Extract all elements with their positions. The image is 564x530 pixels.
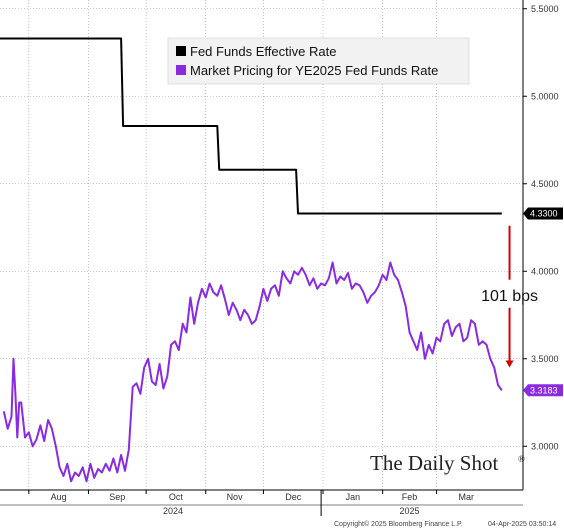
x-month-label: Nov: [227, 492, 244, 502]
x-month-label: Sep: [109, 492, 125, 502]
annotation-text-101-bps: 101 bps: [481, 288, 538, 305]
footer-copyright: Copyright© 2025 Bloomberg Finance L.P.: [334, 520, 463, 528]
y-tick-label: 3.5000: [531, 354, 559, 364]
last-value-tag-box: [523, 384, 563, 397]
last-value-tag-label: 3.3183: [530, 385, 558, 395]
annotation-arrow-head: [505, 360, 514, 368]
y-tick-label: 3.0000: [531, 441, 559, 451]
footer-timestamp: 04-Apr-2025 03:50:14: [488, 521, 556, 528]
last-value-tag-box: [523, 207, 563, 220]
legend: Fed Funds Effective Rate Market Pricing …: [167, 37, 470, 85]
last-value-tag-market-pricing: 3.3183: [523, 384, 563, 397]
series-line-fed-funds-effective-rate: [0, 37, 502, 215]
legend-label-market-pricing: Market Pricing for YE2025 Fed Funds Rate: [190, 63, 438, 78]
last-value-tag-fed-funds: 4.3300: [523, 207, 563, 220]
annotation: 101 bps: [481, 225, 538, 368]
x-month-label: Jan: [346, 492, 361, 502]
x-month-label: Feb: [402, 492, 418, 502]
x-year-label: 2024: [163, 506, 183, 516]
series: [0, 37, 503, 483]
x-month-label: Oct: [169, 492, 184, 502]
y-tick-label: 4.0000: [531, 266, 559, 276]
watermark-text: The Daily Shot: [370, 451, 498, 475]
the-daily-shot-watermark: The Daily Shot ®: [370, 451, 525, 475]
legend-box: [167, 37, 470, 85]
x-month-label: Mar: [459, 492, 475, 502]
last-value-tag-label: 4.3300: [530, 209, 558, 219]
legend-swatch-fed-funds: [176, 46, 186, 56]
watermark-registered-mark: ®: [518, 454, 525, 464]
y-tick-label: 5.5000: [531, 4, 559, 14]
y-tick-label: 4.5000: [531, 179, 559, 189]
legend-label-fed-funds: Fed Funds Effective Rate: [190, 44, 336, 59]
last-value-tags: 4.3300 3.3183: [523, 207, 563, 397]
series-line-market-pricing-ye2025: [2, 261, 503, 483]
axes: 5.5000 5.0000 4.5000 4.0000 3.5000 3.0000 Aug S…: [0, 0, 559, 516]
legend-swatch-market-pricing: [176, 65, 186, 75]
y-tick-label: 5.0000: [531, 91, 559, 101]
x-month-label: Dec: [285, 492, 302, 502]
x-year-label: 2025: [400, 506, 420, 516]
x-month-label: Aug: [51, 492, 67, 502]
